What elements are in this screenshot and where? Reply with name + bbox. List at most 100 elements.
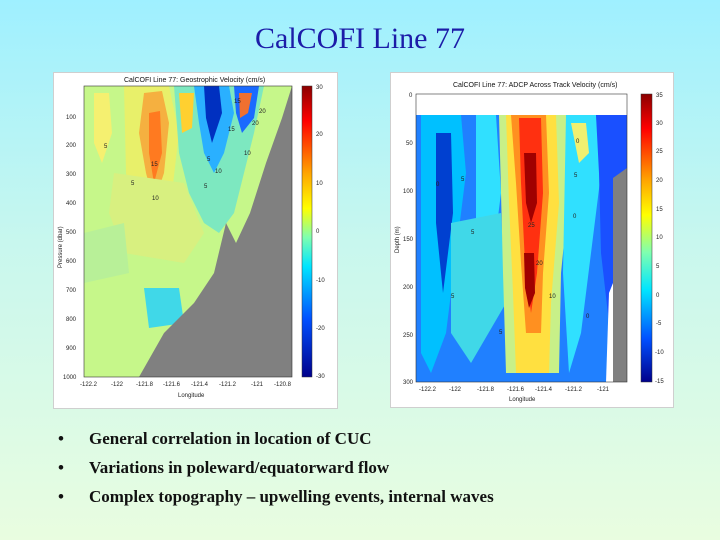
left-colorbar bbox=[301, 85, 313, 378]
right-chart-title: CalCOFI Line 77: ADCP Across Track Veloc… bbox=[453, 82, 617, 89]
left-colorbar-tick: 10 bbox=[316, 181, 323, 187]
right-contour-label: 5 bbox=[574, 173, 578, 179]
right-y-tick: 200 bbox=[403, 285, 414, 291]
bullet-dot-icon: • bbox=[58, 458, 64, 477]
right-colorbar-tick: 25 bbox=[656, 149, 663, 155]
right-colorbar-tick: -15 bbox=[655, 379, 664, 385]
left-y-axis-label: Pressure (dbar) bbox=[58, 226, 64, 268]
left-contour-labels: 15 15 20 10 20 10 15 5 5 10 5 5 bbox=[104, 99, 266, 202]
left-contour-label: 5 bbox=[204, 184, 208, 190]
right-colorbar-tick: 0 bbox=[656, 293, 660, 299]
left-colorbar-tick: -10 bbox=[316, 278, 325, 284]
bullet-dot-icon: • bbox=[58, 487, 64, 506]
left-plot-area bbox=[83, 85, 293, 378]
left-colorbar-ticks: 30 20 10 0 -10 -20 -30 bbox=[316, 85, 325, 380]
right-y-tick: 0 bbox=[409, 93, 413, 99]
right-contour-label: 25 bbox=[528, 223, 535, 229]
left-contour-label: 10 bbox=[215, 169, 222, 175]
right-x-tick: -121.4 bbox=[535, 387, 553, 393]
adcp-velocity-svg: CalCOFI Line 77: ADCP Across Track Veloc… bbox=[395, 82, 664, 403]
left-chart-title: CalCOFI Line 77: Geostrophic Velocity (c… bbox=[124, 77, 265, 84]
left-colorbar-tick: 20 bbox=[316, 132, 323, 138]
left-contour-label: 15 bbox=[228, 127, 235, 133]
right-colorbar-tick: 10 bbox=[656, 235, 663, 241]
left-x-ticks: -122.2 -122 -121.8 -121.6 -121.4 -121.2 … bbox=[80, 382, 292, 388]
left-x-tick: -122.2 bbox=[80, 382, 98, 388]
right-contour-label: 5 bbox=[499, 330, 503, 336]
left-contour-label: 10 bbox=[244, 151, 251, 157]
left-y-tick: 1000 bbox=[63, 375, 77, 381]
bullet-text: Complex topography – upwelling events, i… bbox=[89, 487, 494, 506]
right-y-axis-label: Depth (m) bbox=[395, 226, 401, 253]
left-x-tick: -121.6 bbox=[163, 382, 181, 388]
right-colorbar-tick: 15 bbox=[656, 207, 663, 213]
left-contour-label: 5 bbox=[104, 144, 108, 150]
right-contour-label: 0 bbox=[573, 214, 577, 220]
right-contour-label: 5 bbox=[471, 230, 475, 236]
left-x-tick: -120.8 bbox=[274, 382, 292, 388]
right-colorbar-tick: 30 bbox=[656, 121, 663, 127]
left-contour-label: 20 bbox=[259, 109, 266, 115]
bullet-item: • Variations in poleward/equatorward flow bbox=[58, 456, 698, 485]
left-x-axis-label: Longitude bbox=[178, 393, 205, 399]
left-contour-label: 20 bbox=[252, 121, 259, 127]
right-contour-label: 20 bbox=[536, 261, 543, 267]
bullet-text: General correlation in location of CUC bbox=[89, 429, 372, 448]
right-contour-label: 5 bbox=[461, 177, 465, 183]
right-colorbar-tick: -10 bbox=[655, 350, 664, 356]
left-x-tick: -122 bbox=[111, 382, 124, 388]
right-x-tick: -121.2 bbox=[565, 387, 583, 393]
right-contour-label: 0 bbox=[436, 182, 440, 188]
bullet-item: • General correlation in location of CUC bbox=[58, 427, 698, 456]
left-y-tick: 800 bbox=[66, 317, 77, 323]
right-x-tick: -121.8 bbox=[477, 387, 495, 393]
right-x-tick: -121 bbox=[597, 387, 610, 393]
geostrophic-velocity-chart: CalCOFI Line 77: Geostrophic Velocity (c… bbox=[53, 72, 338, 409]
left-y-tick: 300 bbox=[66, 172, 77, 178]
bullet-list: • General correlation in location of CUC … bbox=[58, 427, 698, 514]
right-colorbar-tick: -5 bbox=[656, 321, 662, 327]
left-x-tick: -121.2 bbox=[219, 382, 237, 388]
left-colorbar-tick: -20 bbox=[316, 326, 325, 332]
left-y-tick: 100 bbox=[66, 115, 77, 121]
bullet-item: • Complex topography – upwelling events, … bbox=[58, 485, 698, 514]
right-plot-area bbox=[415, 93, 628, 383]
left-x-tick: -121 bbox=[251, 382, 264, 388]
right-y-tick: 300 bbox=[403, 380, 414, 386]
left-y-tick: 500 bbox=[66, 230, 77, 236]
right-y-tick: 250 bbox=[403, 333, 414, 339]
left-y-tick: 600 bbox=[66, 259, 77, 265]
right-x-tick: -122 bbox=[449, 387, 462, 393]
left-y-tick: 900 bbox=[66, 346, 77, 352]
bullet-dot-icon: • bbox=[58, 429, 64, 448]
right-colorbar bbox=[640, 93, 653, 383]
left-x-tick: -121.4 bbox=[191, 382, 209, 388]
right-colorbar-tick: 35 bbox=[656, 93, 663, 99]
slide-title: CalCOFI Line 77 bbox=[255, 22, 465, 55]
right-y-tick: 150 bbox=[403, 237, 414, 243]
right-topography bbox=[613, 168, 627, 382]
right-contour-label: 0 bbox=[586, 314, 590, 320]
left-contour-label: 15 bbox=[151, 162, 158, 168]
right-y-tick: 50 bbox=[406, 141, 413, 147]
right-x-tick: -121.6 bbox=[507, 387, 525, 393]
left-contour-label: 10 bbox=[152, 196, 159, 202]
right-contour-label: 10 bbox=[549, 294, 556, 300]
right-contour-label: 5 bbox=[451, 294, 455, 300]
left-y-tick: 400 bbox=[66, 201, 77, 207]
geostrophic-velocity-svg: CalCOFI Line 77: Geostrophic Velocity (c… bbox=[58, 77, 325, 399]
right-colorbar-tick: 5 bbox=[656, 264, 660, 270]
right-x-tick: -122.2 bbox=[419, 387, 437, 393]
left-contour-label: 5 bbox=[207, 157, 211, 163]
right-y-ticks: 0 50 100 150 200 250 300 bbox=[403, 93, 414, 386]
right-colorbar-tick: 20 bbox=[656, 178, 663, 184]
left-contour-label: 15 bbox=[234, 99, 241, 105]
left-colorbar-tick: 30 bbox=[316, 85, 323, 91]
right-contour-label: 0 bbox=[576, 139, 580, 145]
left-colorbar-tick: 0 bbox=[316, 229, 320, 235]
left-colorbar-tick: -30 bbox=[316, 374, 325, 380]
left-x-tick: -121.8 bbox=[136, 382, 154, 388]
right-x-axis-label: Longitude bbox=[509, 397, 536, 403]
left-topography bbox=[139, 86, 292, 377]
right-y-tick: 100 bbox=[403, 189, 414, 195]
